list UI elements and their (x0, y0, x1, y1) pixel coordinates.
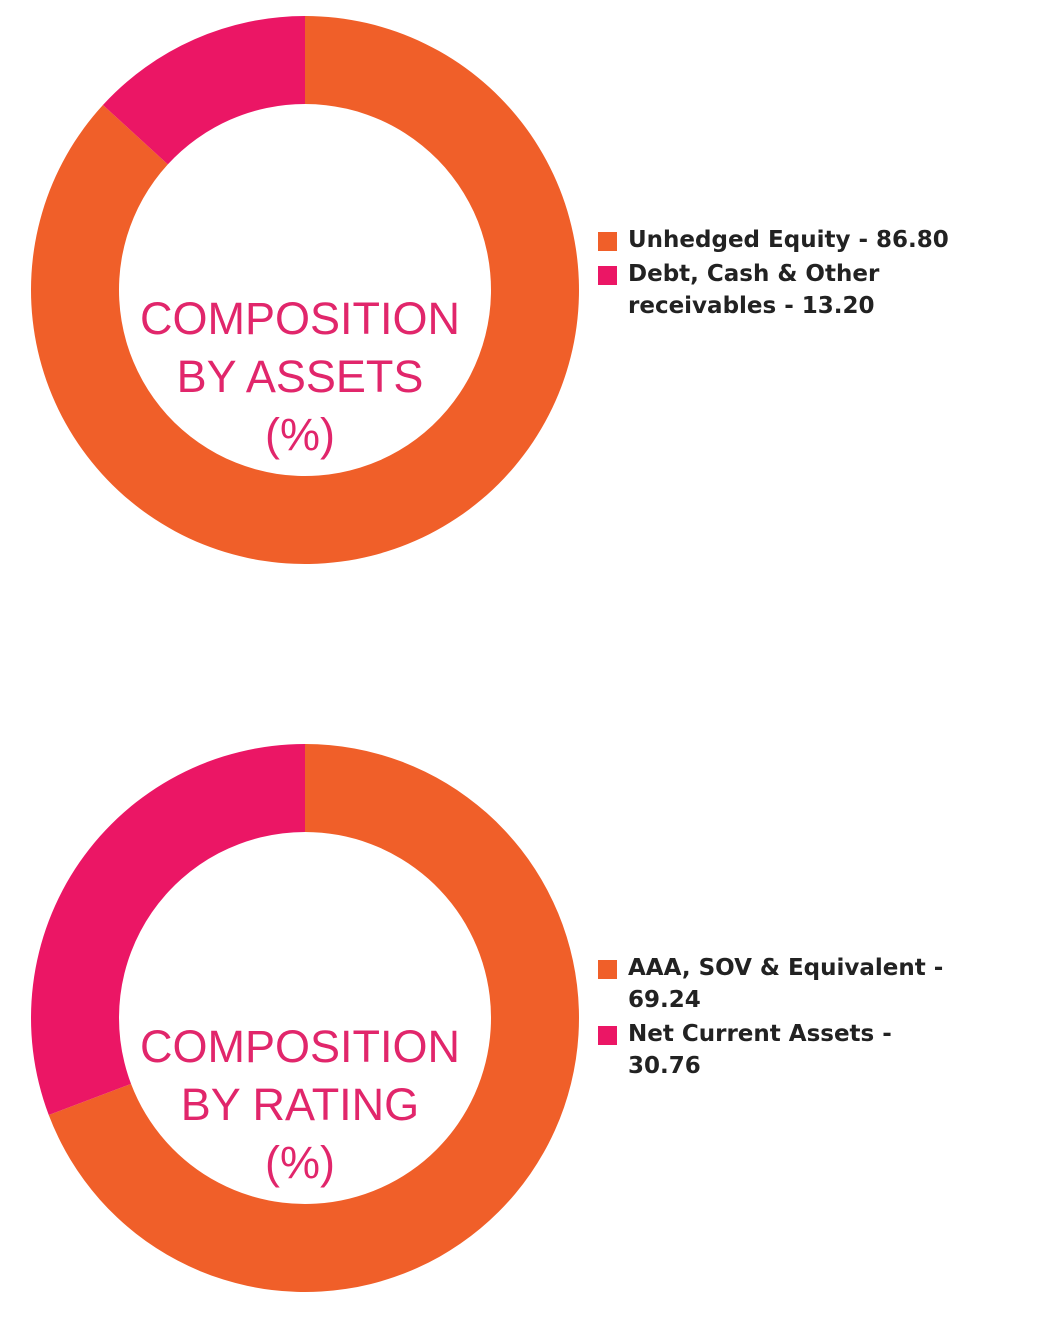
legend-item-debt-cash: Debt, Cash & Other receivables - 13.20 (598, 258, 1028, 322)
legend-swatch-pink (598, 266, 617, 285)
legend-label: Net Current Assets - 30.76 (628, 1021, 892, 1079)
assets-composition-chart: COMPOSITION BY ASSETS (%) Unhedged Equit… (0, 8, 1037, 568)
legend-swatch-orange (598, 232, 617, 251)
rating-title-line-1: COMPOSITION (139, 1021, 460, 1072)
rating-title-line-3: (%) (265, 1137, 335, 1188)
assets-title-line-2: BY ASSETS (176, 351, 424, 402)
assets-title-line-3: (%) (265, 409, 335, 460)
donut-slice-debt-cash-other-receivables (102, 16, 305, 165)
assets-donut (30, 16, 579, 564)
rating-chart-title: COMPOSITION BY RATING (%) (105, 1018, 495, 1192)
legend-swatch-orange (598, 960, 617, 979)
legend-label: Debt, Cash & Other receivables - 13.20 (628, 261, 880, 319)
donut-slice-unhedged-equity (30, 16, 579, 564)
legend-item-net-current-assets: Net Current Assets - 30.76 (598, 1018, 958, 1082)
legend-label: Unhedged Equity - 86.80 (628, 227, 949, 253)
rating-legend: AAA, SOV & Equivalent - 69.24 Net Curren… (598, 952, 958, 1084)
legend-item-unhedged-equity: Unhedged Equity - 86.80 (598, 224, 1028, 256)
donut-slice-net-current-assets (31, 744, 306, 1116)
legend-item-aaa-sov: AAA, SOV & Equivalent - 69.24 (598, 952, 958, 1016)
assets-chart-title: COMPOSITION BY ASSETS (%) (105, 290, 495, 464)
legend-swatch-pink (598, 1026, 617, 1045)
legend-label: AAA, SOV & Equivalent - 69.24 (628, 955, 944, 1013)
assets-legend: Unhedged Equity - 86.80 Debt, Cash & Oth… (598, 224, 1028, 324)
donut-slice-aaa-sov-equivalent (48, 744, 579, 1292)
rating-composition-chart: COMPOSITION BY RATING (%) AAA, SOV & Equ… (0, 736, 1037, 1296)
rating-title-line-2: BY RATING (180, 1079, 420, 1130)
rating-donut (31, 744, 579, 1292)
assets-title-line-1: COMPOSITION (139, 293, 460, 344)
